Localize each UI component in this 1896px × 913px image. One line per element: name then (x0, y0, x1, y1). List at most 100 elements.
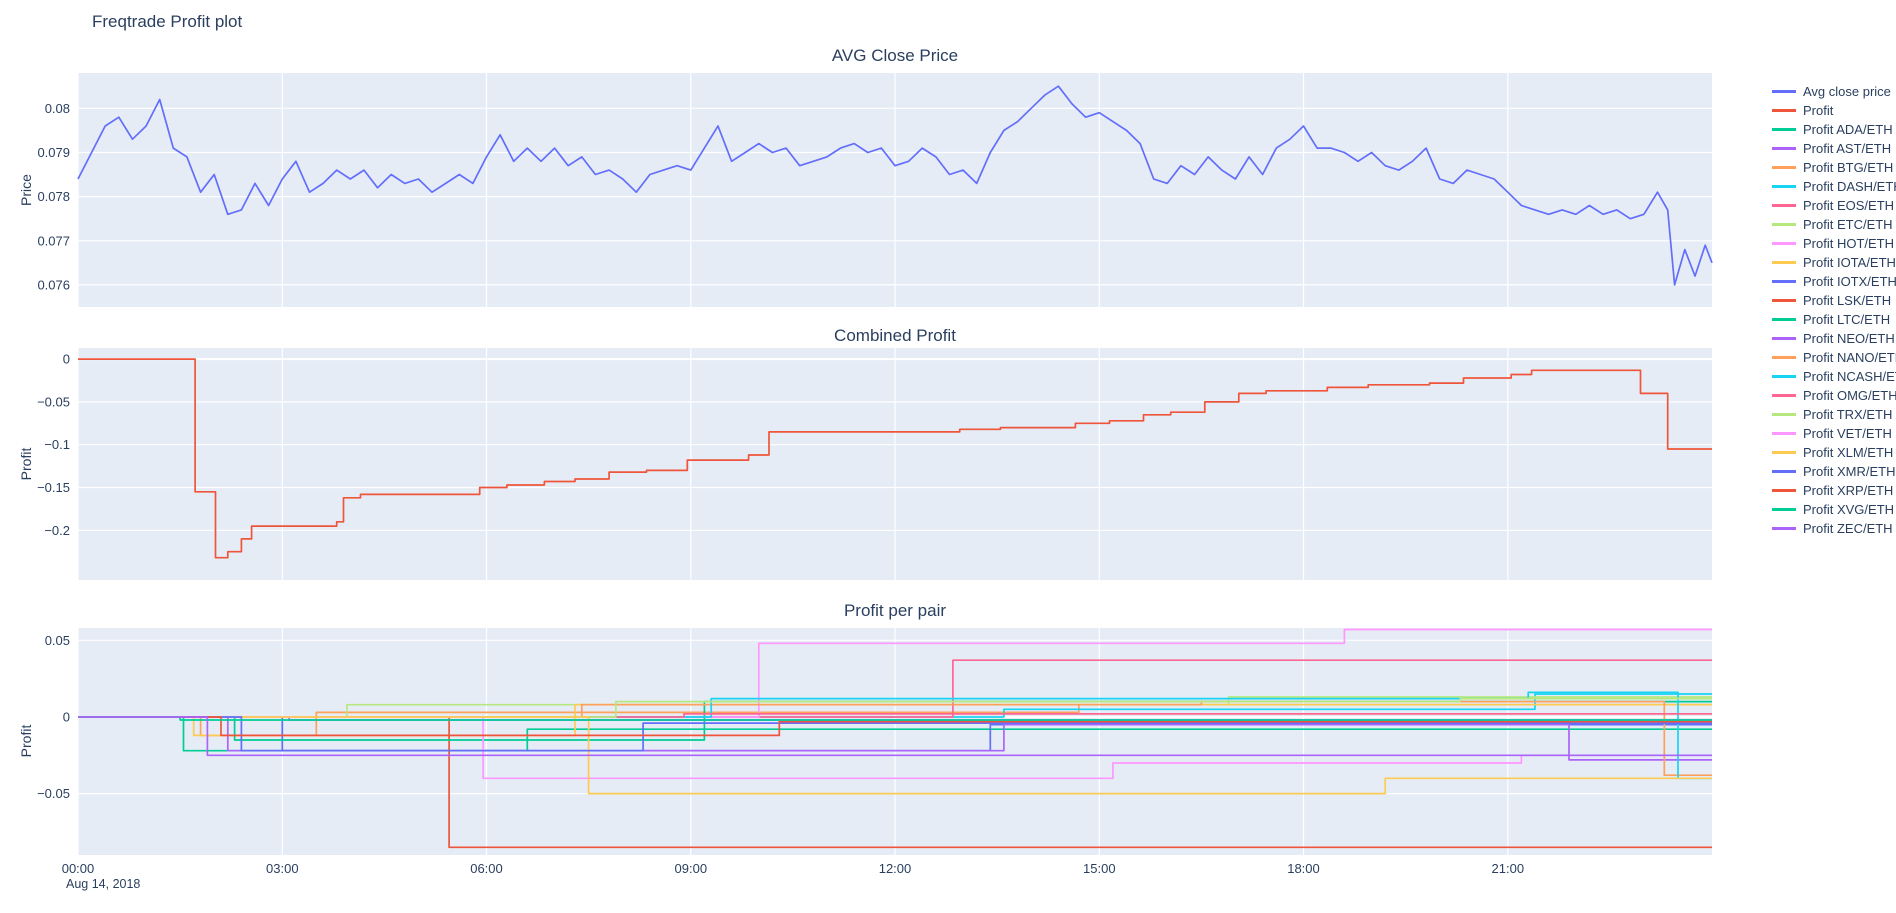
y-tick-label: −0.05 (37, 786, 70, 801)
legend-line-swatch (1772, 394, 1796, 397)
y-tick-label: −0.2 (44, 523, 70, 538)
y-tick-label: 0.08 (45, 101, 70, 116)
legend-line-swatch (1772, 261, 1796, 264)
legend-label: Profit VET/ETH (1803, 426, 1892, 441)
legend-item-profit-omg-eth[interactable]: Profit OMG/ETH (1772, 386, 1896, 405)
legend-line-swatch (1772, 470, 1796, 473)
legend-line-swatch (1772, 166, 1796, 169)
y-tick-label: 0 (63, 710, 70, 725)
legend-item-profit-ada-eth[interactable]: Profit ADA/ETH (1772, 120, 1896, 139)
legend-label: Profit ZEC/ETH (1803, 521, 1893, 536)
legend-line-swatch (1772, 147, 1796, 150)
legend-line-swatch (1772, 299, 1796, 302)
legend-item-profit-eos-eth[interactable]: Profit EOS/ETH (1772, 196, 1896, 215)
legend-item-profit-lsk-eth[interactable]: Profit LSK/ETH (1772, 291, 1896, 310)
series-line-profit-xlm-eth (78, 716, 1712, 795)
legend-item-profit-ltc-eth[interactable]: Profit LTC/ETH (1772, 310, 1896, 329)
x-tick-label: 09:00 (675, 861, 708, 876)
legend-item-profit-trx-eth[interactable]: Profit TRX/ETH (1772, 405, 1896, 424)
legend-label: Profit ETC/ETH (1803, 217, 1893, 232)
legend-line-swatch (1772, 128, 1796, 131)
legend-line-swatch (1772, 527, 1796, 530)
x-tick-label: 18:00 (1287, 861, 1320, 876)
legend-item-profit-zec-eth[interactable]: Profit ZEC/ETH (1772, 519, 1896, 538)
legend-item-profit-iota-eth[interactable]: Profit IOTA/ETH (1772, 253, 1896, 272)
legend-line-swatch (1772, 242, 1796, 245)
legend-item-profit-nano-eth[interactable]: Profit NANO/ETH (1772, 348, 1896, 367)
legend-label: Profit IOTA/ETH (1803, 255, 1896, 270)
y-tick-label: −0.05 (37, 394, 70, 409)
series-line-profit-neo-eth (78, 716, 1712, 761)
legend-label: Profit XMR/ETH (1803, 464, 1896, 479)
legend-line-swatch (1772, 280, 1796, 283)
legend-item-profit-xvg-eth[interactable]: Profit XVG/ETH (1772, 500, 1896, 519)
legend-line-swatch (1772, 185, 1796, 188)
legend-label: Profit NEO/ETH (1803, 331, 1895, 346)
legend-item-profit[interactable]: Profit (1772, 101, 1896, 120)
series-line-profit-nano-eth (78, 700, 1712, 777)
legend-item-profit-dash-eth[interactable]: Profit DASH/ETH (1772, 177, 1896, 196)
x-axis-date-label: Aug 14, 2018 (66, 877, 141, 891)
x-tick-label: 00:00 (62, 861, 95, 876)
series-line-profit-vet-eth (78, 716, 1712, 780)
legend-label: Avg close price (1803, 84, 1891, 99)
legend-item-profit-neo-eth[interactable]: Profit NEO/ETH (1772, 329, 1896, 348)
y-tick-label: 0.076 (37, 277, 70, 292)
legend-label: Profit EOS/ETH (1803, 198, 1895, 213)
y-tick-label: 0.079 (37, 145, 70, 160)
legend-item-profit-hot-eth[interactable]: Profit HOT/ETH (1772, 234, 1896, 253)
legend-label: Profit OMG/ETH (1803, 388, 1896, 403)
y-tick-label: 0.077 (37, 233, 70, 248)
legend-line-swatch (1772, 432, 1796, 435)
legend-label: Profit IOTX/ETH (1803, 274, 1896, 289)
series-line-profit (78, 358, 1712, 559)
subplot-title-profit-per-pair: Profit per pair (843, 601, 947, 620)
legend-item-profit-btg-eth[interactable]: Profit BTG/ETH (1772, 158, 1896, 177)
x-tick-label: 12:00 (879, 861, 912, 876)
legend-item-profit-etc-eth[interactable]: Profit ETC/ETH (1772, 215, 1896, 234)
y-axis-title-price: Price (18, 174, 34, 206)
legend-line-swatch (1772, 375, 1796, 378)
legend-label: Profit XRP/ETH (1803, 483, 1894, 498)
y-tick-label: 0 (63, 352, 70, 367)
legend-label: Profit XVG/ETH (1803, 502, 1895, 517)
series-line-profit-zec-eth (78, 716, 1712, 757)
legend-label: Profit ADA/ETH (1803, 122, 1893, 137)
legend-item-profit-iotx-eth[interactable]: Profit IOTX/ETH (1772, 272, 1896, 291)
legend-line-swatch (1772, 109, 1796, 112)
legend: Avg close price Profit Profit ADA/ETH Profi… (1772, 82, 1896, 538)
legend-line-swatch (1772, 489, 1796, 492)
y-axis-title-profit-combined: Profit (18, 447, 34, 481)
legend-item-profit-vet-eth[interactable]: Profit VET/ETH (1772, 424, 1896, 443)
x-tick-label: 03:00 (266, 861, 299, 876)
legend-label: Profit AST/ETH (1803, 141, 1892, 156)
legend-label: Profit BTG/ETH (1803, 160, 1894, 175)
legend-label: Profit LSK/ETH (1803, 293, 1892, 308)
legend-label: Profit XLM/ETH (1803, 445, 1894, 460)
y-tick-label: −0.1 (44, 437, 70, 452)
legend-line-swatch (1772, 413, 1796, 416)
legend-label: Profit HOT/ETH (1803, 236, 1895, 251)
legend-item-avg-close-price[interactable]: Avg close price (1772, 82, 1896, 101)
legend-item-profit-ast-eth[interactable]: Profit AST/ETH (1772, 139, 1896, 158)
legend-line-swatch (1772, 451, 1796, 454)
subplot-title-combined-profit: Combined Profit (834, 326, 956, 345)
legend-line-swatch (1772, 90, 1796, 93)
page-title: Freqtrade Profit plot (92, 12, 243, 31)
x-tick-label: 06:00 (470, 861, 503, 876)
y-tick-label: 0.05 (45, 633, 70, 648)
legend-label: Profit NCASH/ETH (1803, 369, 1896, 384)
legend-item-profit-xlm-eth[interactable]: Profit XLM/ETH (1772, 443, 1896, 462)
legend-label: Profit TRX/ETH (1803, 407, 1893, 422)
legend-item-profit-ncash-eth[interactable]: Profit NCASH/ETH (1772, 367, 1896, 386)
y-tick-label: −0.15 (37, 480, 70, 495)
legend-line-swatch (1772, 318, 1796, 321)
legend-label: Profit (1803, 103, 1834, 118)
y-axis-title-profit-per-pair: Profit (18, 724, 34, 758)
legend-label: Profit NANO/ETH (1803, 350, 1896, 365)
legend-item-profit-xrp-eth[interactable]: Profit XRP/ETH (1772, 481, 1896, 500)
legend-label: Profit DASH/ETH (1803, 179, 1896, 194)
legend-item-profit-xmr-eth[interactable]: Profit XMR/ETH (1772, 462, 1896, 481)
